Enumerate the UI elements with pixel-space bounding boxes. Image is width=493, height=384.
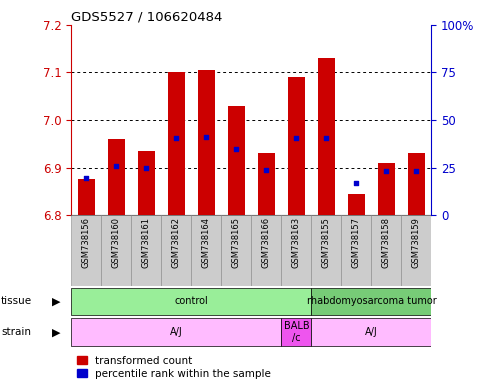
Text: ▶: ▶ [52,327,60,337]
Text: GSM738164: GSM738164 [202,217,211,268]
Bar [132,215,162,286]
Bar [318,58,335,215]
Text: control: control [175,296,209,306]
Legend: transformed count, percentile rank within the sample: transformed count, percentile rank withi… [77,356,271,379]
Text: GSM738163: GSM738163 [292,217,301,268]
Point [142,166,150,172]
Text: GSM738158: GSM738158 [382,217,391,268]
Text: tissue: tissue [1,296,32,306]
Bar [408,153,424,215]
Bar [282,215,312,286]
Bar [138,151,155,215]
Text: GSM738160: GSM738160 [112,217,121,268]
Bar [78,179,95,215]
Bar [168,73,185,215]
Text: ▶: ▶ [52,296,60,306]
Text: GSM738157: GSM738157 [352,217,361,268]
Bar [348,194,365,215]
Text: GSM738162: GSM738162 [172,217,181,268]
Bar [312,288,431,315]
Bar [198,70,214,215]
Text: GSM738156: GSM738156 [82,217,91,268]
Point [262,167,270,173]
Point [233,146,241,152]
Bar [312,318,431,346]
Bar [221,215,251,286]
Point [383,168,390,174]
Bar [341,215,371,286]
Bar [401,215,431,286]
Bar [228,106,245,215]
Point [292,134,300,141]
Point [413,168,421,174]
Text: A/J: A/J [365,327,378,337]
Bar [71,215,102,286]
Point [322,134,330,141]
Bar [102,215,132,286]
Bar [251,215,282,286]
Bar [191,215,221,286]
Text: GSM738155: GSM738155 [322,217,331,268]
Point [82,175,90,182]
Point [203,134,211,140]
Bar [108,139,125,215]
Bar [288,77,305,215]
Bar [71,288,312,315]
Point [173,134,180,141]
Text: GSM738165: GSM738165 [232,217,241,268]
Text: strain: strain [1,327,31,337]
Bar [371,215,401,286]
Bar [161,215,191,286]
Text: rhabdomyosarcoma tumor: rhabdomyosarcoma tumor [307,296,436,306]
Bar [282,318,312,346]
Text: GSM738161: GSM738161 [142,217,151,268]
Text: GSM738166: GSM738166 [262,217,271,268]
Bar [312,215,341,286]
Text: GSM738159: GSM738159 [412,217,421,268]
Bar [378,163,394,215]
Point [352,180,360,186]
Text: BALB
/c: BALB /c [283,321,309,343]
Bar [258,153,275,215]
Text: GDS5527 / 106620484: GDS5527 / 106620484 [71,11,223,24]
Text: A/J: A/J [170,327,183,337]
Point [112,163,120,169]
Bar [71,318,282,346]
